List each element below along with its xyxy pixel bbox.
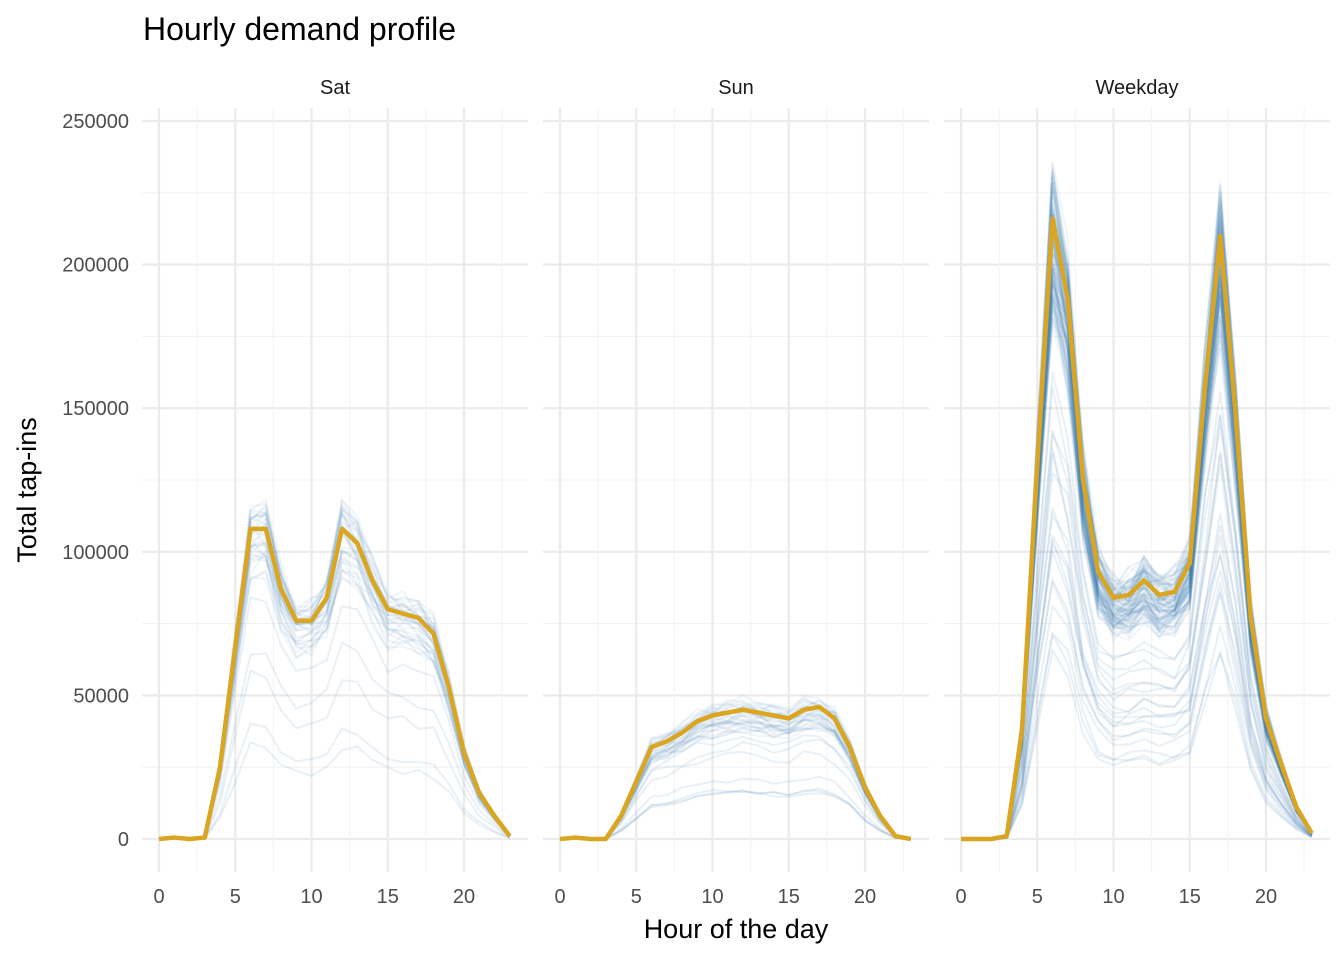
y-tick-label: 50000	[73, 685, 129, 707]
x-tick-label: 5	[230, 886, 241, 908]
y-tick-label: 100000	[62, 542, 129, 564]
day-trace-line	[961, 216, 1313, 840]
x-tick-label: 20	[1255, 886, 1277, 908]
x-tick-label: 10	[1102, 886, 1124, 908]
day-trace-line	[961, 206, 1313, 840]
day-trace-line	[961, 451, 1313, 840]
panel-weekday: Weekday 0 5 10 15 20	[944, 77, 1330, 908]
facet-label: Weekday	[1095, 77, 1178, 99]
day-trace-line	[158, 740, 511, 841]
x-tick-label: 5	[631, 886, 642, 908]
x-tick-label: 20	[854, 886, 876, 908]
x-tick-label: 10	[701, 886, 723, 908]
day-trace-line	[158, 669, 511, 841]
x-tick-label: 15	[778, 886, 800, 908]
day-trace-line	[961, 301, 1313, 840]
x-tick-label: 5	[1032, 886, 1043, 908]
day-trace-line	[961, 215, 1313, 840]
day-trace-line	[961, 512, 1313, 840]
day-trace-line	[158, 541, 511, 841]
average-line-weekday	[961, 216, 1314, 842]
day-trace-line	[158, 722, 511, 841]
day-trace-line	[961, 424, 1313, 840]
day-trace-line	[961, 207, 1313, 840]
day-trace-line	[559, 750, 911, 840]
x-tick-label: 15	[1179, 886, 1201, 908]
y-tick-label: 0	[118, 829, 129, 851]
panel-sat: Sat 0 5 10 15 20	[142, 77, 528, 908]
day-trace-line	[559, 789, 911, 840]
y-axis-title: Total tap-ins	[12, 417, 42, 563]
panel-sun: Sun 0 5 10 15 20	[543, 77, 929, 908]
day-trace-line	[961, 212, 1313, 840]
day-trace-line	[559, 738, 911, 840]
x-tick-label: 15	[377, 886, 399, 908]
day-trace-line	[559, 790, 911, 840]
x-axis-title: Hour of the day	[644, 914, 829, 944]
day-trace-line	[158, 595, 511, 841]
day-trace-line	[961, 209, 1313, 840]
day-trace-line	[961, 216, 1313, 840]
y-tick-label: 150000	[62, 398, 129, 420]
day-trace-line	[961, 647, 1313, 840]
day-trace-line	[961, 213, 1313, 840]
y-tick-label: 250000	[62, 111, 129, 133]
y-tick-label: 200000	[62, 255, 129, 277]
average-line-sun	[559, 704, 912, 842]
chart-title: Hourly demand profile	[143, 11, 456, 47]
day-trace-line	[961, 535, 1313, 840]
day-trace-line	[961, 576, 1313, 840]
day-trace-line	[961, 579, 1313, 840]
day-trace-line	[158, 641, 511, 841]
day-trace-line	[961, 372, 1313, 840]
day-trace-line	[158, 569, 511, 841]
facet-label: Sat	[320, 77, 350, 99]
day-trace-line	[559, 734, 911, 840]
day-trace-line	[961, 538, 1313, 840]
day-trace-line	[961, 204, 1313, 840]
day-trace-line	[559, 787, 911, 840]
day-trace-line	[961, 631, 1313, 840]
day-trace-line	[961, 212, 1313, 840]
day-trace-line	[961, 386, 1313, 840]
day-trace-line	[961, 625, 1313, 840]
x-tick-label: 20	[453, 886, 475, 908]
day-trace-line	[961, 207, 1313, 840]
day-trace-line	[961, 414, 1313, 840]
day-trace-line	[961, 216, 1313, 840]
day-trace-line	[961, 208, 1313, 840]
day-trace-line	[961, 593, 1313, 840]
x-tick-label: 0	[554, 886, 565, 908]
day-trace-line	[961, 208, 1313, 840]
day-trace-line	[961, 532, 1313, 840]
day-trace-line	[961, 447, 1313, 840]
average-line-sat	[158, 526, 512, 842]
facet-label: Sun	[718, 77, 754, 99]
day-trace-line	[961, 507, 1313, 840]
x-tick-label: 10	[300, 886, 322, 908]
day-trace-line	[961, 224, 1313, 840]
x-tick-label: 0	[955, 886, 966, 908]
day-trace-line	[961, 452, 1313, 840]
x-tick-label: 0	[153, 886, 164, 908]
day-trace-line	[961, 550, 1313, 840]
day-trace-line	[559, 775, 911, 840]
